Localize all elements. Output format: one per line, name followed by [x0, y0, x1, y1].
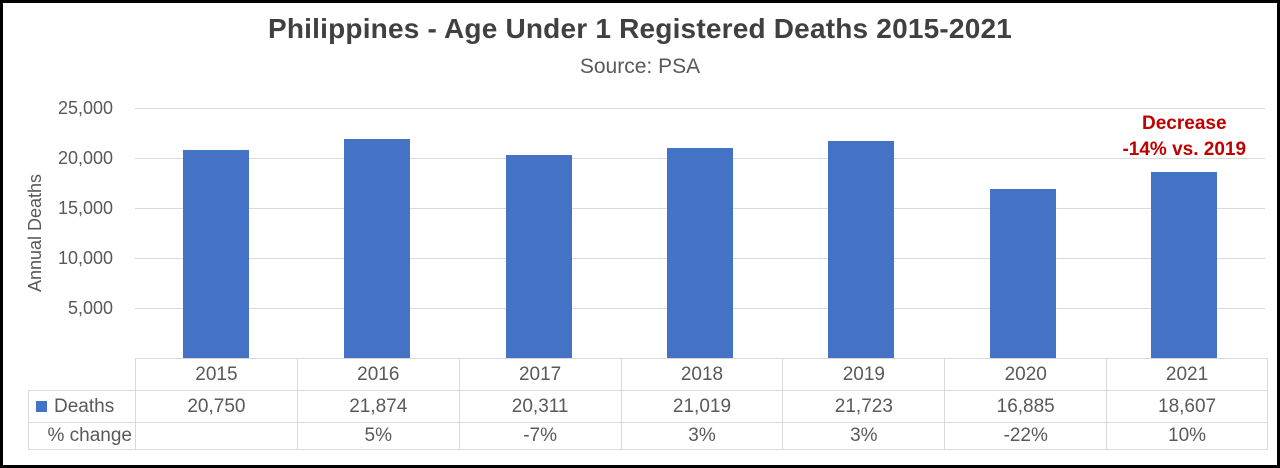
y-tick-label-5000: 5,000 [67, 298, 113, 318]
bar-2015 [183, 150, 249, 358]
table-deaths-2018: 21,019 [620, 390, 783, 422]
table-pct-change-2017: -7% [458, 422, 621, 450]
table-year-2019: 2019 [782, 358, 945, 390]
table-year-2016: 2016 [296, 358, 459, 390]
gridline-25000 [135, 108, 1265, 109]
annotation-line2: -14% vs. 2019 [1122, 139, 1247, 160]
table-year-2020: 2020 [944, 358, 1107, 390]
y-tick-label-15000: 15,000 [57, 198, 113, 218]
bar-2016 [344, 139, 410, 358]
y-tick-label-20000: 20,000 [57, 148, 113, 168]
table-deaths-2015: 20,750 [135, 390, 297, 422]
legend-marker-deaths [36, 401, 47, 412]
table-deaths-2019: 21,723 [782, 390, 945, 422]
table-pct-change-2019: 3% [782, 422, 945, 450]
bar-2017 [506, 155, 572, 358]
table-deaths-2020: 16,885 [944, 390, 1107, 422]
y-tick-label-10000: 10,000 [57, 248, 113, 268]
bar-2021 [1151, 172, 1217, 358]
bar-2018 [667, 148, 733, 358]
annotation-line1: Decrease [1142, 113, 1227, 134]
table-pct-change-2021: 10% [1106, 422, 1268, 450]
table-deaths-2021: 18,607 [1106, 390, 1268, 422]
table-year-2021: 2021 [1106, 358, 1268, 390]
table-pct-change-2020: -22% [944, 422, 1107, 450]
table-row-label-deaths: Deaths [28, 390, 135, 422]
y-tick-label-25000: 25,000 [57, 98, 113, 118]
table-corner-cell [28, 358, 135, 390]
table-year-2018: 2018 [620, 358, 783, 390]
plot-area: Decrease -14% vs. 2019 [135, 108, 1265, 358]
table-pct-change-2018: 3% [620, 422, 783, 450]
table-year-2015: 2015 [135, 358, 297, 390]
table-pct-change-2015 [135, 422, 297, 450]
table-year-2017: 2017 [458, 358, 621, 390]
table-deaths-2016: 21,874 [296, 390, 459, 422]
data-table: 2015 2016 2017 2018 2019 2020 2021 Deaths 20,750… [28, 358, 1268, 450]
chart-subtitle: Source: PSA [579, 55, 701, 78]
table-row-label-pct-change: % change [28, 422, 135, 450]
table-pct-change-2016: 5% [296, 422, 459, 450]
bar-2020 [990, 189, 1056, 358]
bar-2019 [828, 141, 894, 358]
table-deaths-2017: 20,311 [458, 390, 621, 422]
chart-title: Philippines - Age Under 1 Registered Dea… [267, 13, 1013, 44]
annotation-decrease: Decrease -14% vs. 2019 [1104, 111, 1265, 163]
